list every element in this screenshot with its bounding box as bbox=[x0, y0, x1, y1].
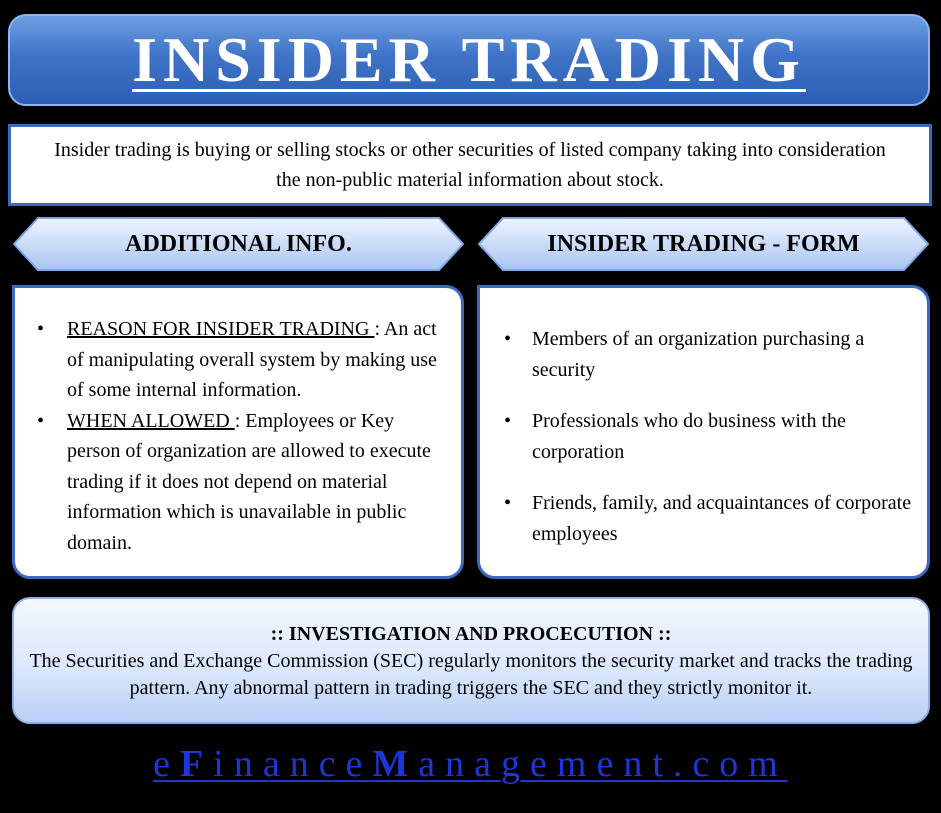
item-term: WHEN ALLOWED bbox=[67, 409, 235, 432]
additional-info-box: • REASON FOR INSIDER TRADING : An act of… bbox=[12, 285, 464, 579]
investigation-text: The Securities and Exchange Commission (… bbox=[29, 650, 913, 699]
item-term: REASON FOR INSIDER TRADING bbox=[67, 318, 375, 340]
header-arrow-shape bbox=[12, 217, 465, 271]
footer-text-part: e bbox=[153, 743, 181, 785]
definition-box: Insider trading is buying or selling sto… bbox=[8, 124, 932, 206]
footer-text-capital: M bbox=[372, 743, 419, 785]
insider-form-title: INSIDER TRADING - FORM bbox=[547, 230, 860, 257]
item-text: An act of manipulating overall system by… bbox=[67, 318, 437, 401]
header-arrow-shape bbox=[477, 217, 930, 271]
item-separator: : bbox=[234, 409, 241, 432]
list-item: • Friends, family, and acquaintances of … bbox=[504, 488, 913, 549]
item-text: Friends, family, and acquaintances of co… bbox=[532, 492, 912, 545]
bullet-icon: • bbox=[504, 328, 512, 350]
footer-text-capital: F bbox=[180, 743, 214, 785]
list-item: • Members of an organization purchasing … bbox=[504, 324, 913, 385]
additional-info-header: ADDITIONAL INFO. bbox=[12, 216, 465, 272]
additional-info-list: • REASON FOR INSIDER TRADING : An act of… bbox=[15, 288, 461, 558]
list-item: • Professionals who do business with the… bbox=[504, 406, 913, 467]
footer-text-part: anagement.com bbox=[418, 743, 788, 785]
bullet-icon: • bbox=[37, 318, 45, 340]
insider-form-list: • Members of an organization purchasing … bbox=[480, 288, 927, 549]
insider-form-header: INSIDER TRADING - FORM bbox=[477, 216, 930, 272]
insider-form-box: • Members of an organization purchasing … bbox=[477, 285, 930, 579]
item-text: Professionals who do business with the c… bbox=[532, 410, 846, 463]
item-text: Employees or Key person of organization … bbox=[67, 409, 431, 554]
bullet-icon: • bbox=[504, 492, 512, 514]
definition-text: Insider trading is buying or selling sto… bbox=[54, 139, 886, 191]
footer-text-part: inance bbox=[213, 743, 373, 785]
bullet-icon: • bbox=[504, 410, 512, 432]
page-title: INSIDER TRADING bbox=[132, 24, 806, 95]
bullet-icon: • bbox=[37, 409, 45, 432]
investigation-title: :: INVESTIGATION AND PROCECUTION :: bbox=[270, 623, 672, 645]
list-item: • WHEN ALLOWED : Employees or Key person… bbox=[37, 406, 445, 559]
title-banner: INSIDER TRADING bbox=[8, 14, 930, 106]
site-footer-link[interactable]: eFinanceManagement.com bbox=[0, 742, 941, 786]
item-separator: : bbox=[374, 318, 380, 340]
additional-info-title: ADDITIONAL INFO. bbox=[125, 230, 352, 257]
investigation-box: :: INVESTIGATION AND PROCECUTION :: The … bbox=[12, 597, 930, 724]
list-item: • REASON FOR INSIDER TRADING : An act of… bbox=[37, 314, 445, 406]
item-text: Members of an organization purchasing a … bbox=[532, 328, 865, 381]
